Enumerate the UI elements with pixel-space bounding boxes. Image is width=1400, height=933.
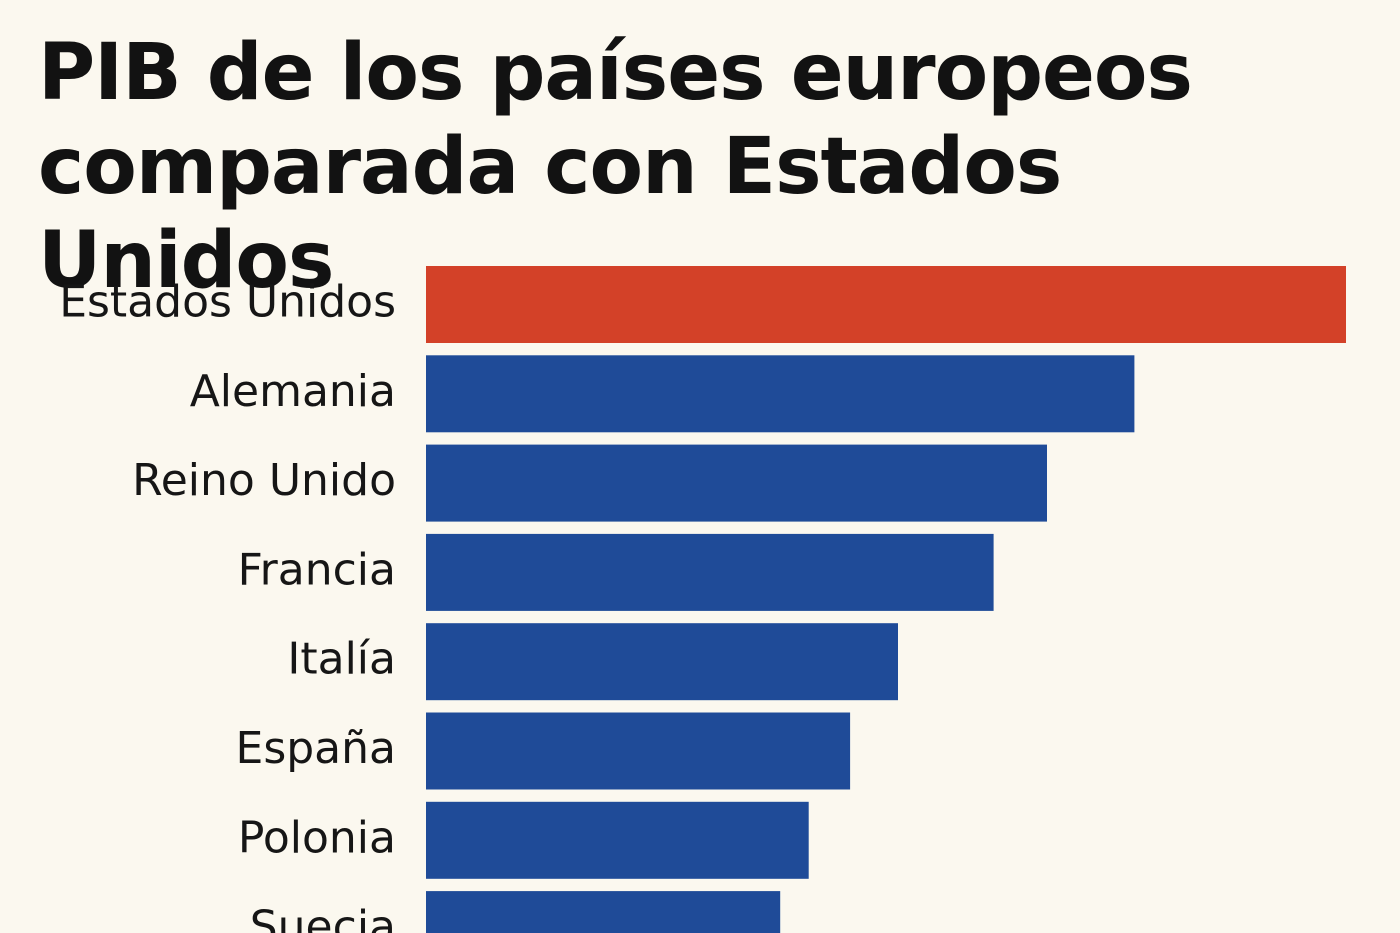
bar-italía (426, 623, 898, 701)
category-label: Polonia (238, 812, 396, 863)
category-label: Francia (238, 544, 396, 595)
category-label: España (236, 723, 396, 774)
category-label: Reino Unido (132, 455, 396, 506)
bar-españa (426, 712, 851, 790)
category-label: Suecia (250, 902, 396, 933)
bar-suecia (426, 891, 781, 933)
bar-polonia (426, 801, 809, 879)
bar-estados-unidos (426, 266, 1346, 343)
chart-title: PIB de los países europeos comparada con… (38, 28, 1193, 306)
category-label: Alemania (190, 366, 396, 417)
category-label: Estados Unidos (59, 277, 396, 328)
bar-alemania (426, 355, 1135, 433)
category-label: Italía (287, 634, 396, 685)
bar-reino-unido (426, 444, 1047, 522)
bar-francia (426, 533, 994, 611)
